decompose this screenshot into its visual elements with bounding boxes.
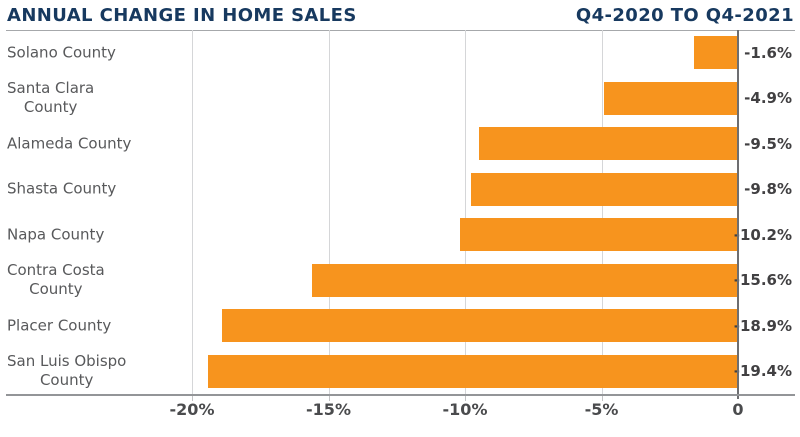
x-axis-baseline [6,394,795,396]
category-label-san-luis-obispo-county: San Luis Obispo County [7,352,127,390]
value-label-santa-clara-county: -4.9% [744,89,792,108]
category-label-shasta-county: Shasta County [7,179,117,198]
bar-shasta-county [470,172,738,206]
category-label-contra-costa-county: Contra Costa County [7,261,105,299]
bar-napa-county [459,218,738,252]
x-axis-tick [601,394,603,401]
x-tick-label-20: -20% [169,400,215,419]
x-axis-tick [328,394,330,401]
value-label-placer-county: -18.9% [733,316,792,335]
category-label-alameda-county: Alameda County [7,134,132,153]
value-label-shasta-county: -9.8% [744,180,792,199]
gridline-20pct [192,30,193,394]
category-label-solano-county: Solano County [7,43,116,62]
bar-alameda-county [478,127,738,161]
x-tick-label-5: -5% [584,400,619,419]
gridline-5pct [601,30,603,394]
gridline-10pct [465,30,466,394]
category-label-santa-clara-county: Santa Clara County [7,79,95,117]
chart-period-label: Q4-2020 TO Q4-2021 [575,5,794,26]
x-axis-tick [465,394,466,401]
category-label-napa-county: Napa County [7,225,105,244]
bar-san-luis-obispo-county [208,354,738,388]
value-label-contra-costa-county: -15.6% [733,271,792,290]
zero-axis-line [737,30,739,399]
value-label-alameda-county: -9.5% [744,134,792,153]
gridline-15pct [328,30,330,394]
header-divider-line [6,30,795,31]
x-tick-label-0: 0 [732,400,744,419]
bar-santa-clara-county [604,81,738,115]
value-label-solano-county: -1.6% [744,43,792,62]
category-label-placer-county: Placer County [7,316,112,335]
value-label-napa-county: -10.2% [733,225,792,244]
x-axis-tick [192,394,193,401]
x-tick-label-10: -10% [442,400,488,419]
bar-placer-county [222,309,738,343]
value-label-san-luis-obispo-county: -19.4% [733,362,792,381]
bar-contra-costa-county [312,263,738,297]
bar-solano-county [694,36,738,70]
x-tick-label-15: -15% [306,400,351,419]
chart-title: ANNUAL CHANGE IN HOME SALES [7,5,357,26]
